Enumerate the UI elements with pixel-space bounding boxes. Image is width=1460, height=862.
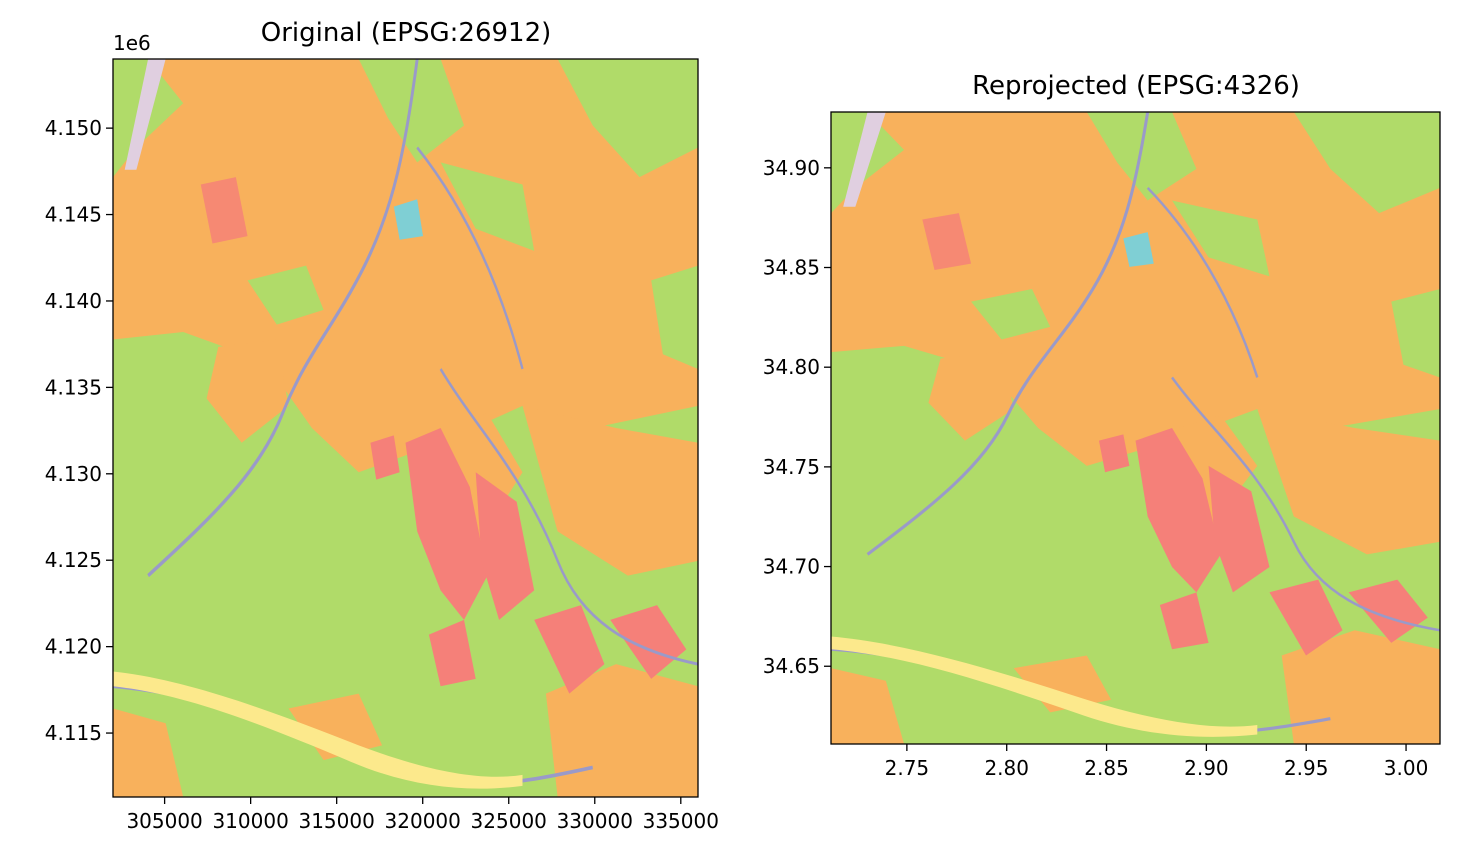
- ytick-label: 34.90: [763, 156, 820, 180]
- axes-reprojected: Reprojected (EPSG:4326) 2.75 2.80 2.85 2.90…: [763, 71, 1441, 780]
- xtick-label: 315000: [298, 809, 374, 833]
- xticks-reprojected: 2.75 2.80 2.85 2.90 2.95 3.00: [885, 744, 1429, 780]
- xtick-label: 335000: [643, 809, 719, 833]
- title-original: Original (EPSG:26912): [261, 18, 552, 48]
- xtick-label: 2.80: [984, 756, 1029, 780]
- ytick-label: 34.80: [763, 355, 820, 379]
- xtick-label: 2.85: [1084, 756, 1129, 780]
- raster-reprojected: [831, 112, 1440, 744]
- yticks-reprojected: 34.65 34.70 34.75 34.80 34.85 34.90: [763, 156, 831, 678]
- ytick-label: 4.125: [45, 548, 102, 572]
- axes-original: Original (EPSG:26912) 1e6 305000 310000 31…: [45, 18, 719, 833]
- ytick-label: 34.65: [763, 654, 820, 678]
- raster-original: [113, 59, 698, 797]
- xticks-original: 305000 310000 315000 320000 325000 330000 3350…: [126, 797, 719, 833]
- xtick-label: 320000: [385, 809, 461, 833]
- ytick-label: 4.115: [45, 721, 102, 745]
- ytick-label: 4.150: [45, 116, 102, 140]
- title-reprojected: Reprojected (EPSG:4326): [972, 71, 1300, 101]
- xtick-label: 310000: [212, 809, 288, 833]
- xtick-label: 2.75: [885, 756, 930, 780]
- ytick-label: 4.120: [45, 635, 102, 659]
- offset-label: 1e6: [113, 31, 151, 55]
- ytick-label: 4.135: [45, 375, 102, 399]
- axes-frame-reprojected: [830, 111, 1441, 745]
- xtick-label: 305000: [126, 809, 202, 833]
- axes-frame-original: [112, 58, 699, 798]
- ytick-label: 4.145: [45, 203, 102, 227]
- xtick-label: 3.00: [1384, 756, 1429, 780]
- ytick-label: 4.140: [45, 289, 102, 313]
- ytick-label: 4.130: [45, 462, 102, 486]
- ytick-label: 34.85: [763, 256, 820, 280]
- xtick-label: 2.95: [1284, 756, 1329, 780]
- xtick-label: 325000: [471, 809, 547, 833]
- ytick-label: 34.70: [763, 555, 820, 579]
- xtick-label: 330000: [557, 809, 633, 833]
- xtick-label: 2.90: [1184, 756, 1229, 780]
- ytick-label: 34.75: [763, 455, 820, 479]
- yticks-original: 4.115 4.120 4.125 4.130 4.135 4.140 4.145 4.150: [45, 116, 113, 745]
